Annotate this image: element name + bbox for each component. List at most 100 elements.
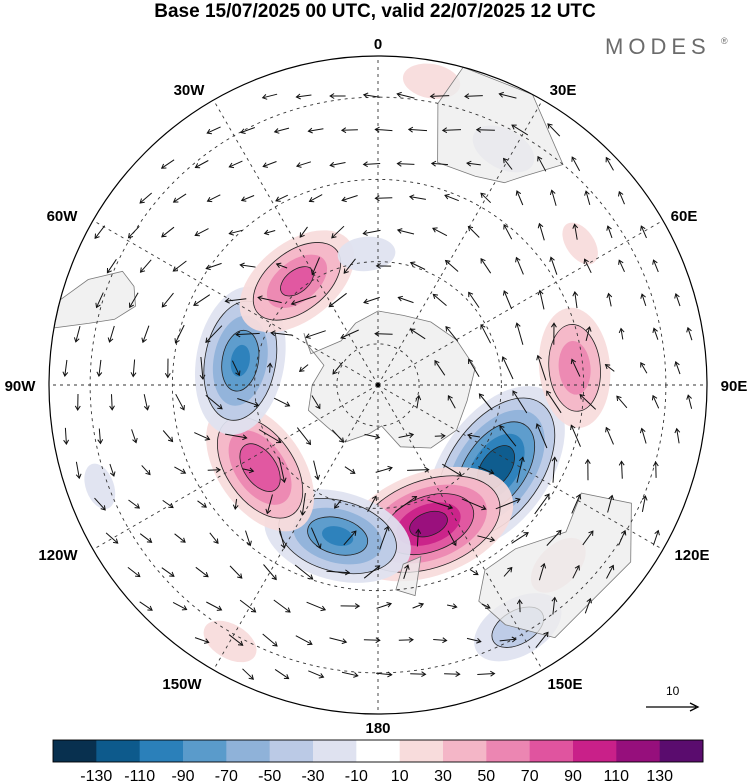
graticule bbox=[49, 56, 707, 714]
wind-arrow bbox=[143, 394, 150, 411]
anomaly-contour bbox=[230, 344, 250, 377]
wind-arrow bbox=[245, 530, 252, 547]
wind-arrow bbox=[501, 356, 514, 380]
wind-arrow bbox=[398, 636, 414, 643]
wind-arrow bbox=[239, 262, 256, 269]
legend-swatch bbox=[659, 740, 704, 762]
legend-tick-label: -50 bbox=[258, 768, 281, 783]
wind-arrow bbox=[161, 226, 175, 238]
wind-arrow bbox=[447, 394, 456, 409]
southern-africa bbox=[437, 66, 564, 184]
wind-arrow bbox=[367, 495, 377, 513]
wind-arrow bbox=[262, 633, 278, 647]
wind-arrow bbox=[242, 467, 255, 474]
wind-arrow bbox=[412, 602, 425, 609]
wind-arrow bbox=[295, 93, 312, 100]
legend-swatch bbox=[529, 740, 574, 762]
longitude-label: 90W bbox=[5, 378, 37, 395]
wind-arrow bbox=[641, 495, 648, 512]
wind-arrow bbox=[344, 466, 356, 474]
wind-arrow bbox=[228, 229, 243, 236]
wind-arrow bbox=[311, 257, 320, 276]
meridian-line bbox=[92, 384, 379, 550]
wind-arrow bbox=[466, 432, 480, 439]
wind-arrow bbox=[326, 569, 351, 576]
wind-vectors bbox=[62, 91, 693, 680]
wind-arrow bbox=[409, 261, 426, 270]
wind-arrow bbox=[94, 225, 106, 240]
wind-arrow bbox=[229, 565, 243, 579]
wind-arrow bbox=[296, 427, 312, 446]
wind-arrow bbox=[547, 123, 561, 137]
wind-arrow bbox=[232, 498, 239, 510]
wind-arrow bbox=[415, 528, 422, 547]
australia bbox=[478, 492, 632, 639]
legend-swatch bbox=[53, 740, 97, 762]
wind-arrow bbox=[107, 325, 115, 343]
wind-arrow bbox=[295, 161, 312, 168]
wind-arrow bbox=[161, 292, 174, 308]
map-disc bbox=[49, 56, 707, 714]
wind-arrow bbox=[652, 529, 660, 546]
wind-arrow bbox=[396, 160, 415, 167]
wind-arrow bbox=[307, 127, 324, 134]
anomaly-contour bbox=[562, 222, 598, 265]
pole-marker bbox=[375, 382, 381, 388]
wind-arrow bbox=[616, 395, 628, 409]
wind-arrow bbox=[477, 670, 496, 677]
wind-arrow bbox=[606, 225, 613, 239]
wind-arrow bbox=[275, 194, 289, 202]
wind-arrow bbox=[334, 499, 342, 509]
wind-arrow bbox=[274, 668, 290, 680]
anomaly-isoline bbox=[409, 510, 448, 538]
wind-arrow bbox=[515, 190, 524, 206]
wind-arrow bbox=[549, 189, 557, 206]
wind-arrow bbox=[606, 564, 615, 579]
wind-arrow bbox=[686, 394, 693, 409]
continents bbox=[53, 66, 632, 639]
wind-arrow bbox=[441, 127, 462, 134]
wind-arrow bbox=[375, 263, 392, 269]
anomaly-center bbox=[562, 222, 598, 265]
wind-arrow bbox=[433, 637, 448, 644]
wind-arrow bbox=[194, 432, 211, 441]
wind-arrow bbox=[374, 330, 393, 337]
wind-arrow bbox=[340, 127, 358, 134]
wind-arrow bbox=[340, 329, 359, 340]
wind-arrow bbox=[363, 296, 380, 305]
wind-arrow bbox=[206, 126, 221, 135]
anomaly-center bbox=[206, 403, 315, 532]
legend-tick-label: 130 bbox=[646, 768, 673, 783]
wind-arrow bbox=[571, 493, 582, 514]
legend-swatch bbox=[616, 740, 661, 762]
wind-arrow bbox=[299, 226, 308, 238]
legend-tick-label: -90 bbox=[171, 768, 194, 783]
legend-swatch bbox=[399, 740, 444, 762]
wind-arrow bbox=[128, 499, 141, 509]
wind-arrow bbox=[442, 463, 463, 477]
wind-arrow bbox=[139, 601, 153, 611]
wind-arrow bbox=[379, 525, 390, 550]
wind-arrow bbox=[652, 327, 659, 340]
wind-arrow bbox=[205, 325, 223, 343]
legend-tick-label: -30 bbox=[301, 768, 324, 783]
longitude-label: 180 bbox=[365, 720, 390, 737]
wind-arrow bbox=[75, 461, 82, 480]
wind-arrow bbox=[160, 159, 175, 169]
meridian-line bbox=[377, 384, 543, 671]
wind-arrow bbox=[584, 190, 591, 206]
wind-arrow bbox=[105, 532, 119, 544]
wind-arrow bbox=[278, 457, 287, 484]
brand-logo: MODES bbox=[605, 34, 711, 59]
wind-arrow bbox=[499, 425, 517, 447]
wind-arrow bbox=[311, 395, 321, 410]
anomaly-isoline bbox=[280, 266, 314, 297]
wind-arrow bbox=[263, 564, 277, 581]
wind-arrow bbox=[516, 598, 523, 613]
wind-arrow bbox=[162, 430, 174, 443]
wind-arrow bbox=[341, 195, 358, 203]
wind-arrow bbox=[481, 603, 491, 609]
wind-arrow bbox=[130, 359, 137, 378]
wind-arrow bbox=[515, 322, 524, 345]
legend-swatch bbox=[573, 740, 617, 762]
